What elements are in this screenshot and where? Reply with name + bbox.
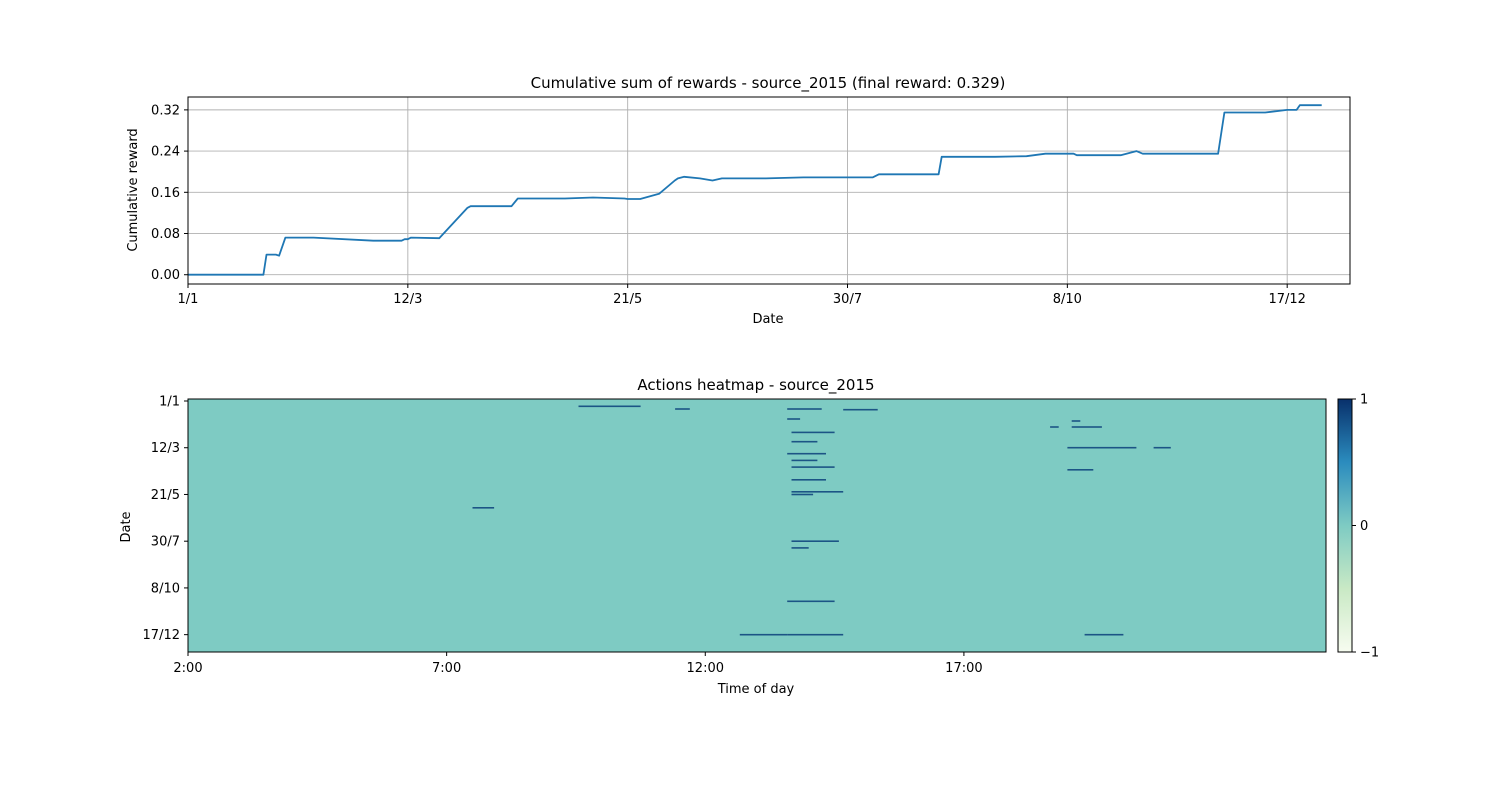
heatmap-y-tick-label: 1/1 — [159, 395, 180, 410]
heatmap-event-cell — [787, 452, 826, 455]
heatmap-event-cell — [472, 507, 495, 509]
heatmap-event-cell — [791, 547, 809, 549]
heatmap-event-cell — [787, 600, 835, 603]
heatmap-event-cell — [1067, 446, 1137, 449]
line-y-tick-label: 0.32 — [151, 103, 180, 118]
heatmap-event-cell — [791, 493, 814, 496]
heatmap-event-cell — [739, 633, 788, 636]
heatmap-x-ticks: 2:00 7:00 12:00 17:00 — [173, 652, 983, 676]
line-y-tick-label: 0.08 — [151, 227, 180, 242]
heatmap-event-cell — [1071, 426, 1102, 428]
heatmap-y-tick-label: 17/12 — [143, 628, 180, 643]
heatmap-x-label: Time of day — [717, 682, 795, 697]
line-x-tick-label: 1/1 — [178, 292, 199, 307]
colorbar-ticks: 1 0 −1 — [1352, 393, 1379, 661]
line-x-tick-label: 12/3 — [393, 292, 422, 307]
line-x-tick-label: 8/10 — [1053, 292, 1082, 307]
heatmap-frame — [187, 398, 1327, 653]
heatmap-y-tick-label: 12/3 — [151, 441, 180, 456]
heatmap-y-tick-label: 8/10 — [151, 581, 180, 596]
colorbar-tick-label: −1 — [1360, 646, 1379, 661]
heatmap-event-cell — [791, 491, 844, 493]
reward-series-line — [188, 104, 1322, 276]
heatmap-event-cell — [787, 408, 822, 410]
heatmap-event-cell — [1084, 633, 1124, 636]
heatmap-events — [472, 405, 1171, 636]
heatmap-event-cell — [787, 418, 801, 420]
line-y-tick-label: 0.24 — [151, 145, 180, 160]
line-y-tick-label: 0.00 — [151, 268, 180, 283]
line-x-tick-label: 21/5 — [613, 292, 642, 307]
heatmap-event-cell — [787, 633, 844, 636]
heatmap-event-cell — [843, 408, 878, 411]
heatmap-event-cell — [675, 408, 690, 410]
heatmap-x-tick-label: 2:00 — [173, 661, 202, 676]
heatmap-title: Actions heatmap - source_2015 — [637, 376, 874, 395]
colorbar-gradient — [1337, 398, 1353, 653]
colorbar-tick-label: 0 — [1360, 519, 1368, 534]
heatmap-event-cell — [1153, 446, 1171, 449]
heatmap-y-ticks: 1/1 12/3 21/5 30/7 8/10 17/12 — [143, 395, 188, 643]
heatmap-background — [188, 399, 1326, 652]
heatmap-y-tick-label: 21/5 — [151, 488, 180, 503]
line-chart-title: Cumulative sum of rewards - source_2015 … — [531, 74, 1006, 93]
line-chart-x-ticks: 1/1 12/3 21/5 30/7 8/10 17/12 — [178, 284, 1306, 307]
line-chart-y-label: Cumulative reward — [126, 128, 141, 251]
heatmap-x-tick-label: 7:00 — [432, 661, 461, 676]
line-chart-x-label: Date — [752, 312, 783, 327]
heatmap-event-cell — [578, 405, 641, 408]
colorbar-tick-label: 1 — [1360, 393, 1368, 408]
heatmap-event-cell — [1050, 426, 1059, 428]
heatmap-colorbar: 1 0 −1 — [1337, 393, 1379, 661]
heatmap-y-label: Date — [119, 511, 134, 542]
heatmap-event-cell — [1071, 420, 1081, 422]
line-chart-grid — [187, 97, 1350, 284]
line-chart-y-ticks: 0.00 0.08 0.16 0.24 0.32 — [151, 103, 188, 283]
heatmap-event-cell — [791, 466, 835, 468]
heatmap-event-cell — [791, 431, 835, 434]
line-x-tick-label: 17/12 — [1268, 292, 1305, 307]
actions-heatmap: Actions heatmap - source_2015 1/1 12/3 21/… — [119, 376, 1327, 697]
line-y-tick-label: 0.16 — [151, 186, 180, 201]
heatmap-event-cell — [791, 479, 826, 481]
heatmap-x-tick-label: 12:00 — [687, 661, 724, 676]
heatmap-event-cell — [791, 440, 818, 443]
reward-line-chart: Cumulative sum of rewards - source_2015 … — [126, 74, 1351, 327]
heatmap-x-tick-label: 17:00 — [945, 661, 982, 676]
heatmap-event-cell — [1067, 469, 1094, 471]
line-x-tick-label: 30/7 — [833, 292, 862, 307]
heatmap-event-cell — [791, 540, 839, 542]
heatmap-y-tick-label: 30/7 — [151, 535, 180, 550]
heatmap-event-cell — [791, 459, 818, 462]
line-chart-frame — [187, 96, 1351, 285]
